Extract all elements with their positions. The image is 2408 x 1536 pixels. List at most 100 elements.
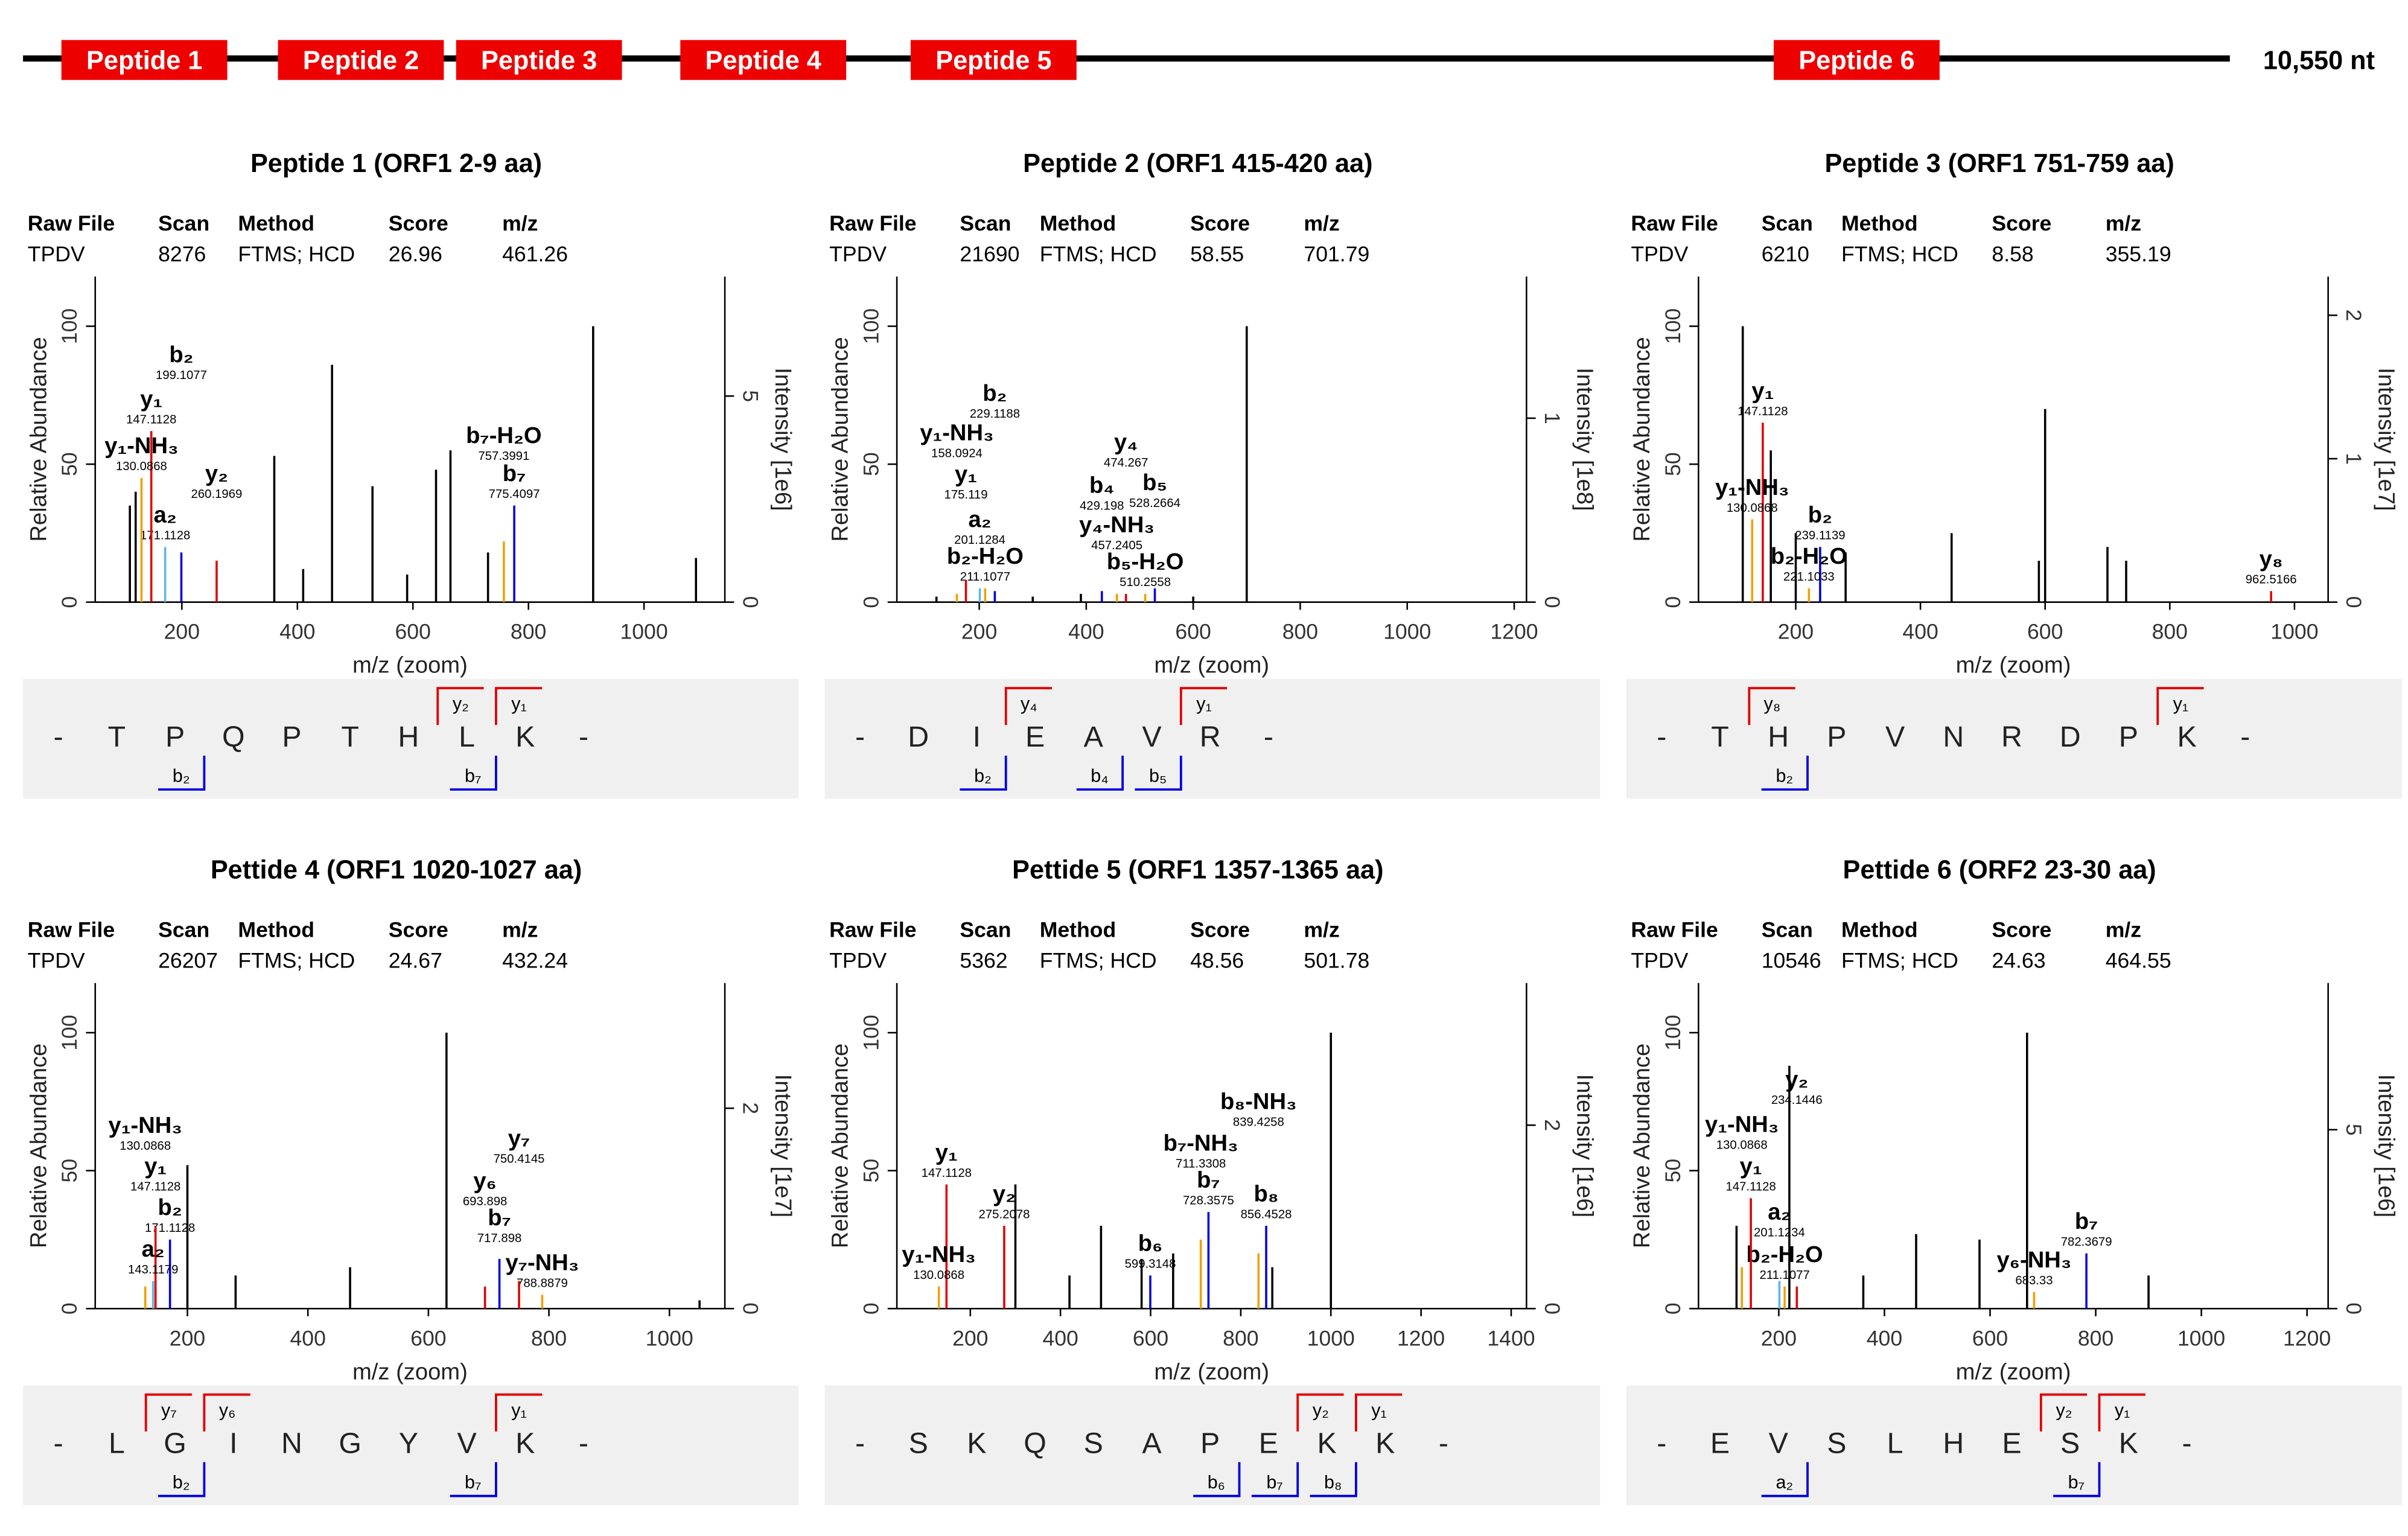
ion-mz-label: 750.4145: [494, 1153, 545, 1166]
x-tick-label: 1000: [2177, 1326, 2225, 1350]
y-axis-label: Relative Abundance: [25, 337, 51, 541]
sequence-flank: -: [855, 721, 865, 753]
residue: D: [2060, 721, 2081, 753]
x-axis-label: m/z (zoom): [1956, 652, 2071, 678]
residue: V: [1769, 1427, 1789, 1459]
ion-label: b₇: [1197, 1167, 1220, 1193]
y-axis-label: Relative Abundance: [1629, 337, 1655, 541]
ion-mz-label: 856.4528: [1241, 1208, 1292, 1221]
sequence-flank: -: [1264, 721, 1273, 753]
ion-mz-label: 260.1969: [191, 488, 243, 501]
y-ion-bracket: [436, 687, 484, 725]
residue: E: [1710, 1427, 1730, 1459]
b-ion-bracket: [450, 756, 497, 791]
ion-mz-label: 275.2078: [979, 1208, 1030, 1221]
y2-tick-label: 0: [739, 596, 763, 608]
ion-mz-label: 711.3308: [1176, 1157, 1226, 1170]
table-header: Method: [1040, 211, 1116, 235]
table-cell: FTMS; HCD: [1841, 948, 1958, 972]
y-ion-marker: y₆: [219, 1400, 236, 1420]
b-ion-marker: b₇: [2068, 1472, 2085, 1493]
sequence-box: [23, 1385, 799, 1505]
x-tick-label: 600: [1133, 1326, 1168, 1350]
ion-mz-label: 510.2558: [1120, 576, 1171, 589]
ion-label: y₁-NH₃: [902, 1241, 975, 1267]
ion-mz-label: 171.1128: [140, 529, 190, 543]
y-ion-bracket: [2098, 1393, 2145, 1432]
table-cell: 26.96: [389, 242, 442, 266]
y-ion-marker: y₁: [511, 1400, 527, 1420]
y2-axis-label: Intensity [1e7]: [2374, 368, 2400, 511]
residue: P: [165, 721, 185, 753]
sequence-flank: -: [1657, 1427, 1666, 1459]
y-tick-label: 100: [859, 1015, 884, 1050]
b-ion-bracket: [1761, 756, 1809, 791]
x-tick-label: 400: [1042, 1326, 1078, 1350]
ion-label: y₇-NH₃: [505, 1250, 579, 1276]
y2-axis-label: Intensity [1e6]: [1572, 1074, 1597, 1218]
sequence-flank: -: [54, 721, 63, 753]
ion-label: y₁-NH₃: [1715, 474, 1789, 500]
table-header: Score: [389, 917, 448, 942]
ion-mz-label: 143.1179: [128, 1263, 178, 1276]
ion-label: b₈-NH₃: [1220, 1089, 1297, 1115]
x-tick-label: 600: [2027, 620, 2063, 644]
y-tick-label: 100: [57, 308, 81, 344]
ion-label: y₂: [993, 1181, 1016, 1206]
ion-mz-label: 234.1446: [1771, 1094, 1823, 1107]
y-axis-label: Relative Abundance: [1629, 1044, 1655, 1248]
ion-mz-label: 211.1077: [1759, 1269, 1809, 1282]
sequence-box: [824, 1385, 1601, 1505]
y2-tick-label: 0: [739, 1302, 763, 1315]
y-ion-bracket: [203, 1393, 250, 1432]
table-header: m/z: [1304, 211, 1339, 235]
b-ion-bracket: [1310, 1462, 1357, 1497]
residue: K: [967, 1427, 986, 1459]
y2-tick-label: 0: [2342, 596, 2366, 608]
table-header: Score: [1190, 211, 1250, 235]
table-header: Scan: [1762, 211, 1813, 235]
x-tick-label: 400: [1068, 620, 1104, 644]
residue: T: [108, 721, 126, 753]
table-cell: TPDV: [829, 242, 887, 266]
table-cell: 24.67: [389, 948, 442, 972]
b-ion-bracket: [2053, 1462, 2101, 1497]
residue: L: [1887, 1427, 1903, 1459]
table-cell: 432.24: [502, 948, 568, 972]
ion-label: b₇-H₂O: [466, 422, 541, 448]
b-ion-bracket: [1251, 1462, 1299, 1497]
table-cell: FTMS; HCD: [1040, 948, 1157, 972]
residue: Q: [222, 721, 245, 753]
sequence-flank: -: [2182, 1427, 2192, 1459]
table-cell: 701.79: [1304, 242, 1369, 266]
sequence-flank: -: [1657, 721, 1666, 753]
table-cell: 6210: [1762, 242, 1809, 266]
table-cell: 48.56: [1190, 948, 1244, 972]
x-tick-label: 600: [410, 1326, 446, 1350]
y-ion-marker: y₂: [453, 693, 469, 714]
ion-mz-label: 201.1284: [954, 534, 1005, 547]
sequence-flank: -: [579, 1427, 588, 1459]
b-ion-bracket: [1761, 1462, 1809, 1497]
panel-title: Pettide 6 (ORF2 23-30 aa): [1843, 856, 2156, 885]
ion-mz-label: 229.1188: [970, 407, 1020, 421]
ion-mz-label: 147.1128: [126, 413, 176, 427]
table-header: Method: [1040, 917, 1116, 942]
residue: R: [1200, 721, 1221, 753]
sequence-box: [1626, 1385, 2402, 1505]
y-tick-label: 100: [859, 308, 884, 344]
ion-mz-label: 599.3148: [1125, 1258, 1176, 1271]
sequence-flank: -: [54, 1427, 63, 1459]
b-ion-marker: b₂: [1776, 765, 1793, 786]
ion-mz-label: 775.4097: [489, 488, 540, 501]
table-header: Score: [1992, 917, 2051, 942]
residue: V: [1885, 721, 1905, 753]
y-tick-label: 50: [1661, 1159, 1685, 1183]
ion-mz-label: 147.1128: [1738, 405, 1788, 418]
x-tick-label: 200: [961, 620, 997, 644]
y-tick-label: 0: [57, 596, 81, 608]
b-ion-marker: b₂: [173, 765, 190, 786]
ion-label: a₂: [154, 502, 177, 528]
table-cell: 501.78: [1304, 948, 1369, 972]
